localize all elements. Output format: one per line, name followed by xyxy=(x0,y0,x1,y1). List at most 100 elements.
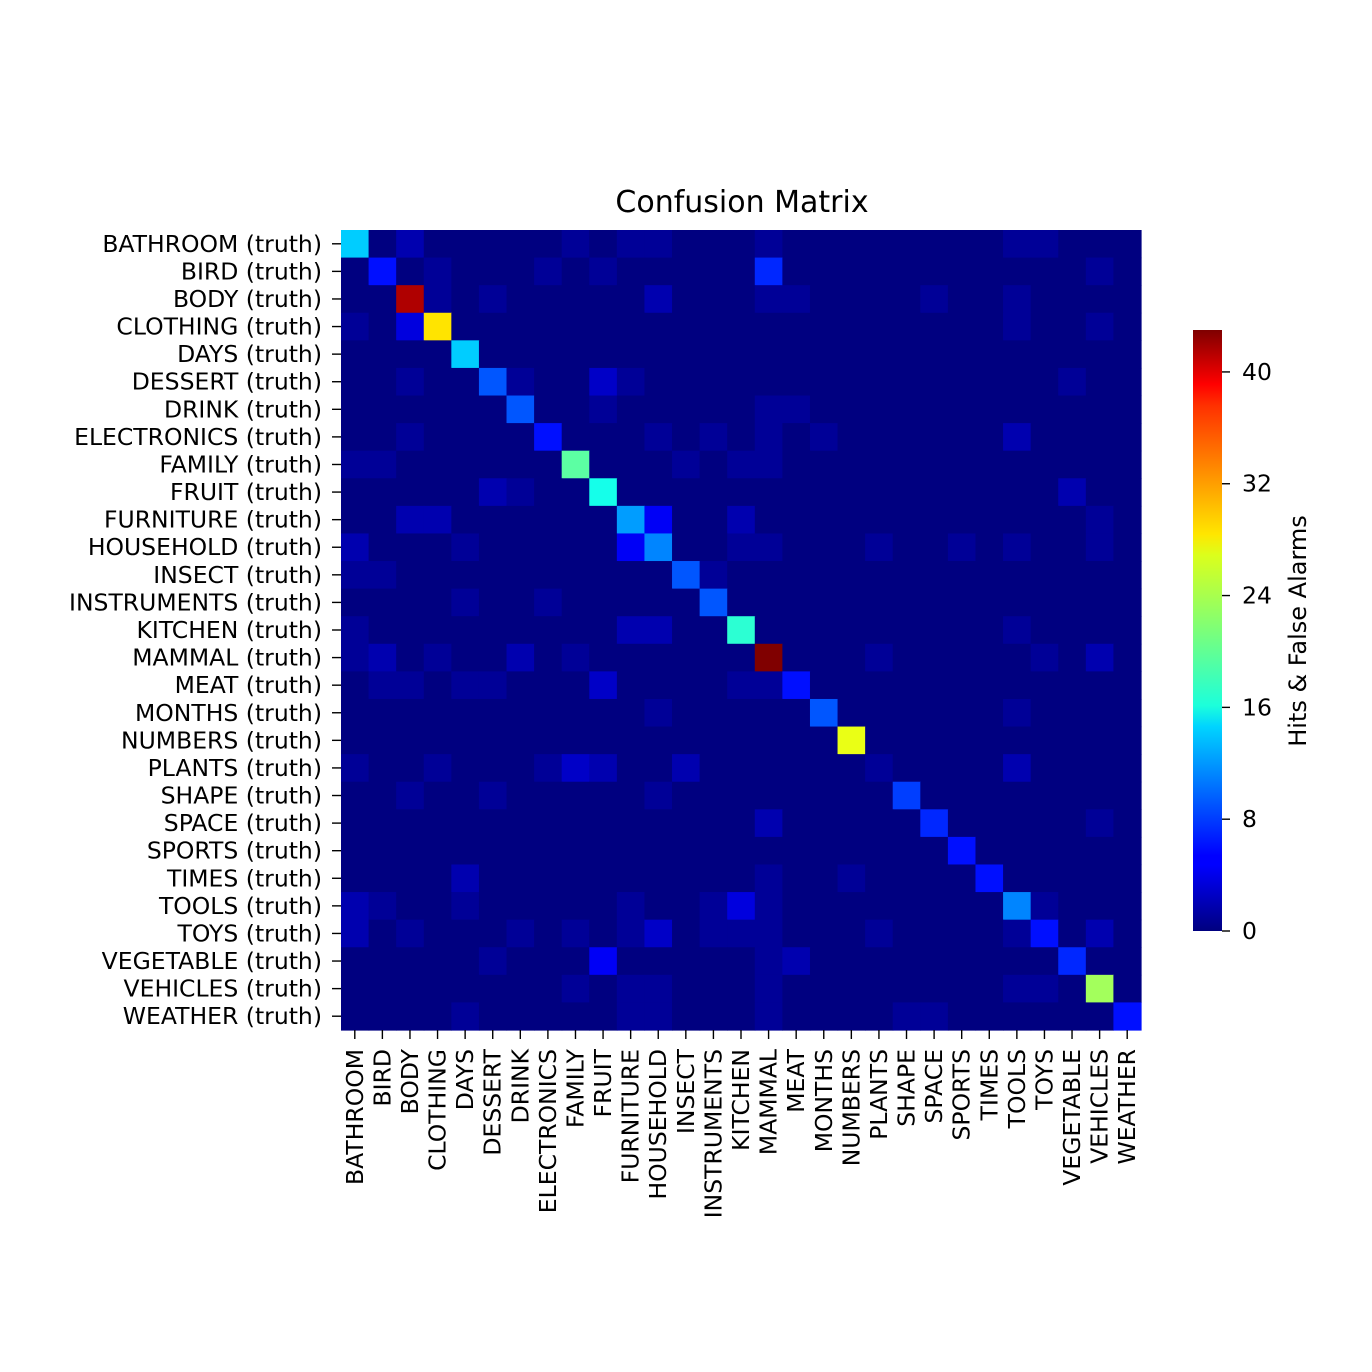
heatmap-cell xyxy=(561,367,590,397)
heatmap-cell xyxy=(534,836,563,866)
heatmap-cell xyxy=(809,643,839,672)
heatmap-cell xyxy=(782,230,811,259)
row-label: PLANTS (truth) xyxy=(148,754,322,782)
row-label: MEAT (truth) xyxy=(175,671,322,699)
heatmap-cell xyxy=(1113,643,1142,672)
heatmap-cell xyxy=(699,616,728,645)
row-label: INSTRUMENTS (truth) xyxy=(69,588,322,616)
heatmap-cell xyxy=(727,285,756,314)
heatmap-cell xyxy=(506,754,535,783)
heatmap-cell xyxy=(396,533,425,562)
heatmap-cell xyxy=(589,367,618,397)
heatmap-cell xyxy=(368,698,397,728)
heatmap-cell xyxy=(534,312,563,341)
heatmap-cell xyxy=(368,257,397,286)
heatmap-cell xyxy=(920,533,949,562)
heatmap-cell xyxy=(947,257,977,286)
heatmap-cell xyxy=(920,754,949,783)
heatmap-cell xyxy=(975,754,1004,783)
heatmap-cell xyxy=(589,285,618,314)
heatmap-cell xyxy=(727,423,756,452)
heatmap-cell xyxy=(920,1002,949,1031)
heatmap-cell xyxy=(644,809,673,838)
heatmap-cell xyxy=(975,505,1004,535)
heatmap-cell xyxy=(699,974,728,1004)
heatmap-cell xyxy=(892,312,921,341)
heatmap-cell xyxy=(699,781,728,810)
heatmap-cell xyxy=(644,395,673,424)
heatmap-cell xyxy=(341,726,370,755)
heatmap-cell xyxy=(754,340,783,369)
heatmap-cell xyxy=(865,754,894,783)
heatmap-cell xyxy=(699,340,728,369)
heatmap-cell xyxy=(809,1002,839,1031)
heatmap-cell xyxy=(1058,533,1087,562)
heatmap-cell xyxy=(589,671,618,700)
heatmap-cell xyxy=(920,919,949,948)
heatmap-cell xyxy=(837,809,866,838)
column-label: SPORTS xyxy=(948,1049,976,1140)
heatmap-cell xyxy=(1085,533,1115,562)
heatmap-cell xyxy=(451,423,480,452)
heatmap-cell xyxy=(699,864,728,893)
column-label: NUMBERS xyxy=(837,1049,865,1166)
heatmap-cell xyxy=(616,671,646,700)
heatmap-cell xyxy=(809,230,839,259)
heatmap-cell xyxy=(782,809,811,838)
heatmap-cell xyxy=(644,1002,673,1031)
heatmap-cell xyxy=(589,919,618,948)
heatmap-cell xyxy=(1113,230,1142,259)
heatmap-cell xyxy=(1058,671,1087,700)
row-label: DESSERT (truth) xyxy=(132,368,322,396)
heatmap-cell xyxy=(699,505,728,535)
heatmap-cell xyxy=(1003,588,1032,617)
heatmap-cell xyxy=(947,643,977,672)
heatmap-cell xyxy=(699,919,728,948)
heatmap-cell xyxy=(1058,230,1087,259)
heatmap-cell xyxy=(699,892,728,921)
heatmap-cell xyxy=(478,1002,508,1031)
heatmap-cell xyxy=(865,561,894,590)
heatmap-cell xyxy=(368,864,397,893)
heatmap-cell xyxy=(1113,671,1142,700)
heatmap-cell xyxy=(947,671,977,700)
heatmap-cell xyxy=(534,395,563,424)
heatmap-cell xyxy=(1085,230,1115,259)
heatmap-cell xyxy=(1003,919,1032,948)
heatmap-cell xyxy=(644,616,673,645)
heatmap-cell xyxy=(1030,809,1059,838)
heatmap-cell xyxy=(423,864,452,893)
heatmap-cell xyxy=(672,809,701,838)
heatmap-cell xyxy=(561,561,590,590)
heatmap-cell xyxy=(534,809,563,838)
heatmap-cell xyxy=(1003,395,1032,424)
row-label: SPORTS (truth) xyxy=(147,837,322,865)
heatmap-cell xyxy=(616,533,646,562)
heatmap-cell xyxy=(1030,285,1059,314)
heatmap-cell xyxy=(754,698,783,728)
heatmap-cell xyxy=(644,588,673,617)
heatmap-cell xyxy=(865,809,894,838)
heatmap-cell xyxy=(1003,533,1032,562)
heatmap-cell xyxy=(1030,836,1059,866)
heatmap-cell xyxy=(947,478,977,507)
row-label: MAMMAL (truth) xyxy=(132,644,322,672)
heatmap-cell xyxy=(1113,836,1142,866)
heatmap-cell xyxy=(809,340,839,369)
heatmap-cell xyxy=(396,395,425,424)
column-label: MEAT xyxy=(782,1048,810,1112)
heatmap-cell xyxy=(451,285,480,314)
heatmap-cell xyxy=(920,505,949,535)
column-label: KITCHEN xyxy=(727,1049,755,1151)
heatmap-cell xyxy=(1113,919,1142,948)
heatmap-cell xyxy=(368,643,397,672)
heatmap-cell xyxy=(616,726,646,755)
heatmap-cell xyxy=(754,478,783,507)
heatmap-cell xyxy=(644,450,673,479)
heatmap-cell xyxy=(396,671,425,700)
heatmap-cell xyxy=(865,947,894,976)
heatmap-cell xyxy=(1030,974,1059,1004)
heatmap-cell xyxy=(506,285,535,314)
heatmap-cell xyxy=(396,257,425,286)
row-label: HOUSEHOLD (truth) xyxy=(88,533,322,561)
